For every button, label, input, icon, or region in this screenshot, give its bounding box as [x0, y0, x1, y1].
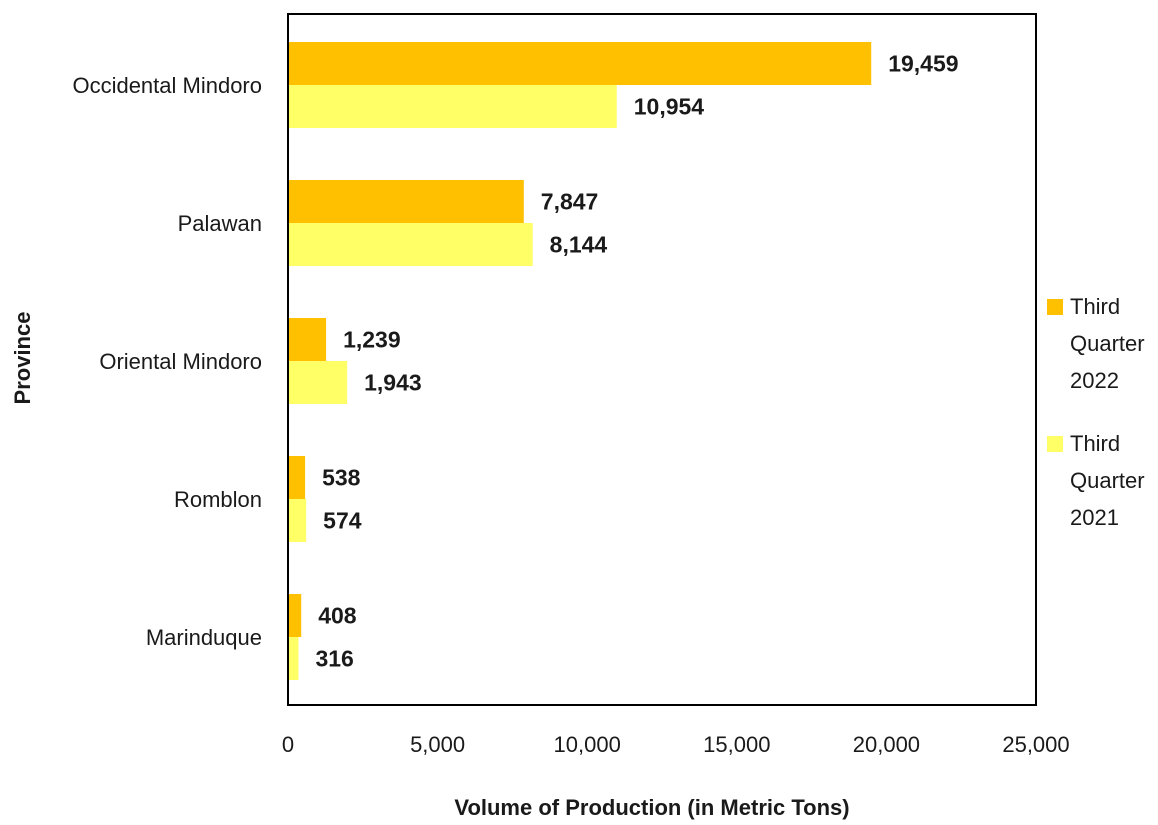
legend-label-line: Third — [1070, 294, 1120, 319]
category-label: Romblon — [174, 487, 262, 512]
data-label: 574 — [323, 508, 362, 534]
legend-label-line: 2021 — [1070, 505, 1119, 530]
legend-label-line: Third — [1070, 431, 1120, 456]
x-tick-label: 25,000 — [1002, 732, 1069, 757]
y-axis-title: Province — [10, 312, 35, 405]
legend: Third Quarter 2022 Third Quarter 2021 — [1047, 294, 1145, 530]
plot-area-frame — [287, 13, 1037, 706]
bar — [289, 456, 306, 499]
bar — [289, 637, 299, 680]
category-labels: Occidental Mindoro Palawan Oriental Mindor… — [72, 73, 262, 650]
x-axis-title: Volume of Production (in Metric Tons) — [454, 795, 849, 820]
data-label: 10,954 — [634, 94, 705, 120]
legend-label-line: Quarter — [1070, 331, 1145, 356]
category-label: Occidental Mindoro — [72, 73, 262, 98]
legend-label-line: Quarter — [1070, 468, 1145, 493]
category-label: Marinduque — [146, 625, 262, 650]
data-label: 538 — [322, 465, 361, 491]
bar — [289, 499, 307, 542]
data-label: 408 — [318, 603, 357, 629]
data-label: 19,459 — [888, 51, 958, 77]
x-tick-label: 15,000 — [703, 732, 770, 757]
bar — [289, 42, 872, 85]
bar — [289, 180, 524, 223]
data-label: 316 — [315, 646, 353, 672]
data-label: 1,943 — [364, 370, 422, 396]
x-tick-label: 5,000 — [410, 732, 465, 757]
bar — [289, 85, 617, 128]
bars-group — [289, 42, 872, 680]
data-labels: 19,459 10,954 7,847 8,144 1,239 1,943 538 574 40… — [315, 51, 958, 672]
data-label: 1,239 — [343, 327, 401, 353]
data-label: 7,847 — [541, 189, 599, 215]
x-tick-label: 20,000 — [853, 732, 920, 757]
x-tick-labels: 0 5,000 10,000 15,000 20,000 25,000 — [282, 732, 1070, 757]
bar — [289, 361, 348, 404]
bar — [289, 318, 327, 361]
legend-swatch — [1047, 299, 1063, 315]
legend-label-line: 2022 — [1070, 368, 1119, 393]
bar — [289, 594, 302, 637]
x-tick-label: 0 — [282, 732, 294, 757]
category-label: Palawan — [178, 211, 262, 236]
legend-swatch — [1047, 436, 1063, 452]
data-label: 8,144 — [550, 232, 608, 258]
bar — [289, 223, 533, 266]
x-tick-label: 10,000 — [554, 732, 621, 757]
category-label: Oriental Mindoro — [99, 349, 262, 374]
